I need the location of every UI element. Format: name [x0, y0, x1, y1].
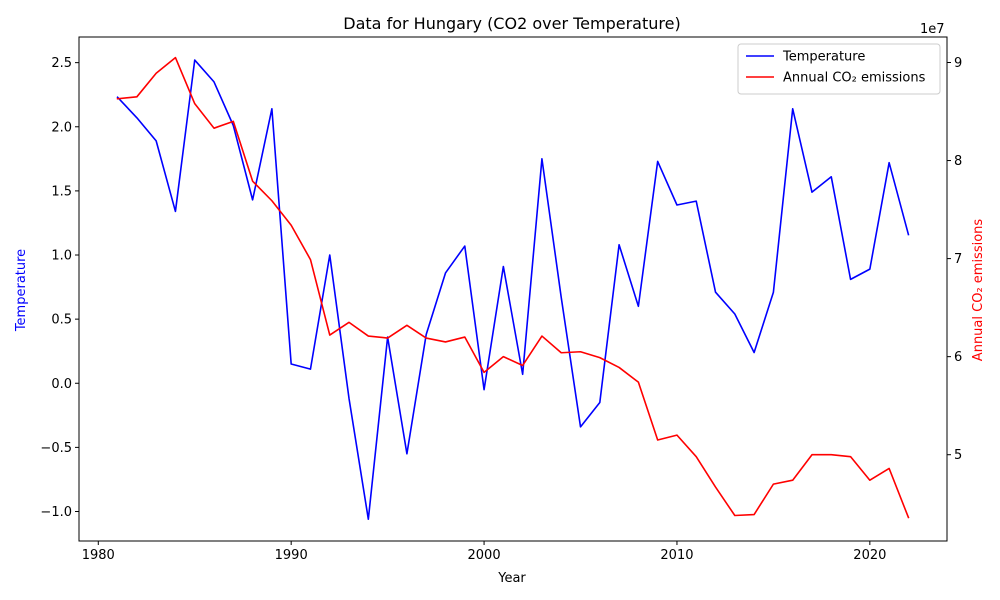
y2-tick-label: 8 [954, 154, 962, 169]
y2-tick-label: 5 [954, 448, 962, 463]
y-axis-right-offset-label: 1e7 [920, 22, 945, 37]
y2-tick-label: 7 [954, 252, 962, 267]
x-tick-label: 2000 [468, 548, 501, 563]
y-tick-label: 2.0 [51, 120, 72, 135]
x-tick-label: 2020 [853, 548, 886, 563]
x-tick-label: 2010 [660, 548, 693, 563]
y-tick-label: 1.5 [51, 184, 72, 199]
y2-tick-label: 9 [954, 56, 962, 71]
y2-tick-label: 6 [954, 350, 962, 365]
series-line-co2 [116, 56, 910, 519]
y-axis-right: 5 6 7 8 9 [947, 56, 962, 463]
chart-title: Data for Hungary (CO2 over Temperature) [343, 14, 680, 33]
y-axis-right-title: Annual CO₂ emissions [971, 219, 986, 362]
legend-label: Annual CO₂ emissions [783, 71, 926, 86]
y-tick-label: 0.5 [51, 313, 72, 328]
y-axis-left: −1.0 −0.5 0.0 0.5 1.0 1.5 2.0 2.5 [40, 56, 79, 520]
x-tick-label: 1990 [275, 548, 308, 563]
legend-label: Temperature [782, 50, 865, 65]
y-tick-label: −1.0 [40, 505, 72, 520]
y-axis-left-title: Temperature [14, 249, 29, 332]
plot-area [116, 56, 910, 521]
y-tick-label: −0.5 [40, 441, 72, 456]
legend: Temperature Annual CO₂ emissions [737, 43, 941, 95]
x-axis-title: Year [497, 571, 526, 586]
y-tick-label: 0.0 [51, 377, 72, 392]
legend-box [737, 43, 941, 95]
y-tick-label: 1.0 [51, 249, 72, 264]
x-tick-label: 1980 [82, 548, 115, 563]
series-line-temperature [116, 59, 910, 521]
y-tick-label: 2.5 [51, 56, 72, 71]
plot-frame [78, 36, 948, 542]
x-axis: 1980 1990 2000 2010 2020 [82, 541, 886, 563]
